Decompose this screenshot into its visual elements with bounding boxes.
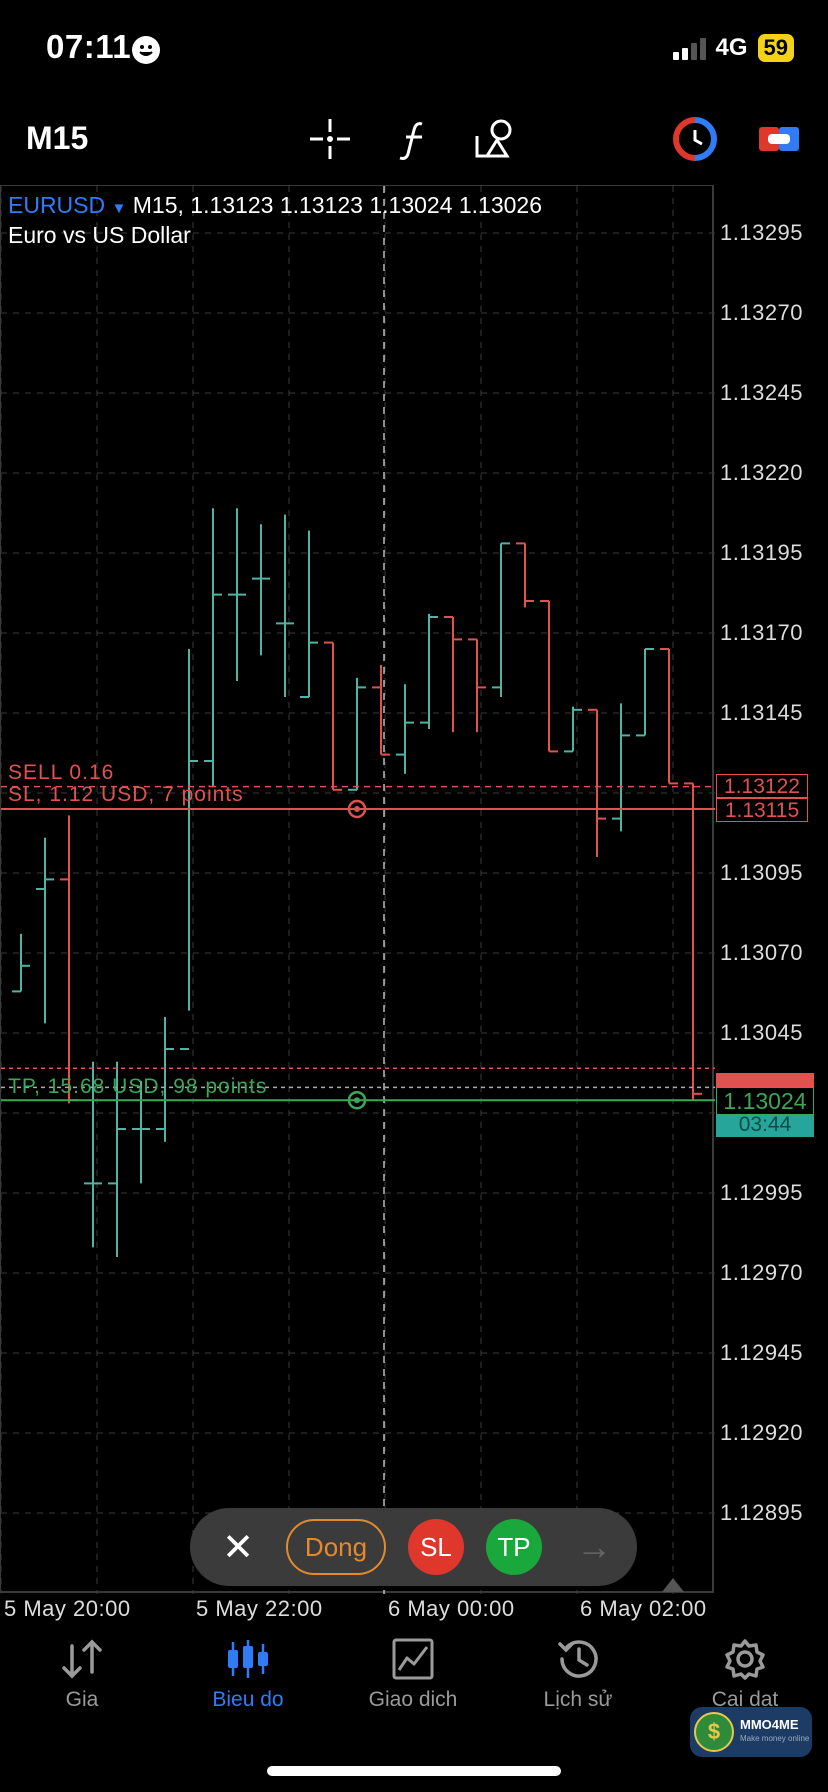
price-tick: 1.13095 bbox=[720, 860, 804, 885]
ask-price-marker bbox=[716, 1073, 814, 1087]
objects-icon[interactable] bbox=[473, 116, 519, 162]
tp-label: TP, 15.68 USD, 98 points bbox=[8, 1075, 268, 1098]
watermark-tagline: Make money online bbox=[740, 1734, 810, 1743]
price-tick: 1.13295 bbox=[720, 220, 804, 245]
tp-drag-handle-dot bbox=[354, 1097, 360, 1104]
tp-button[interactable]: TP bbox=[486, 1519, 542, 1575]
oneclick-trading-icon[interactable] bbox=[672, 116, 718, 162]
tab-bieu-do[interactable]: Bieu do bbox=[178, 1638, 318, 1712]
tp-drag-handle bbox=[347, 1090, 367, 1110]
bid-price-box: 1.13024 bbox=[716, 1087, 814, 1115]
symbol-description: Euro vs US Dollar bbox=[8, 222, 191, 248]
tab-label: Cai dat bbox=[711, 1688, 779, 1711]
tab-label: Giao dich bbox=[368, 1688, 458, 1711]
chart-canvas bbox=[1, 186, 715, 1594]
sl-drag-handle bbox=[347, 799, 367, 819]
price-tick: 1.13270 bbox=[720, 300, 804, 325]
price-tick: 1.13170 bbox=[720, 620, 804, 645]
tab-gia[interactable]: Gia bbox=[12, 1638, 152, 1712]
dong-button[interactable]: Dong bbox=[286, 1519, 386, 1575]
watermark-text: MMO4ME Make money online bbox=[740, 1718, 809, 1746]
trade-panel-icon[interactable] bbox=[756, 116, 802, 162]
arrow-right-icon: → bbox=[576, 1526, 612, 1567]
smiley-icon bbox=[132, 36, 160, 64]
tab-label: Bieu do bbox=[212, 1688, 284, 1711]
price-tick: 1.13145 bbox=[720, 700, 804, 725]
price-tick: 1.12970 bbox=[720, 1260, 804, 1285]
watermark-brand: MMO4ME bbox=[740, 1717, 799, 1732]
chart-icon bbox=[228, 1640, 268, 1678]
order-action-bar: ✕ Dong SL TP → bbox=[190, 1508, 637, 1586]
chart-shift-marker bbox=[662, 1578, 684, 1592]
time-tick: 5 May 20:00 bbox=[4, 1596, 131, 1621]
time-tick: 6 May 00:00 bbox=[388, 1596, 515, 1621]
settings-icon bbox=[725, 1639, 765, 1680]
order-label: SELL 0.16 bbox=[8, 761, 115, 784]
symbol-selector[interactable]: EURUSD bbox=[8, 192, 106, 218]
signal-icon bbox=[672, 36, 706, 60]
sl-drag-handle-dot bbox=[354, 806, 360, 812]
price-tick: 1.13045 bbox=[720, 1020, 804, 1045]
price-tick: 1.12995 bbox=[720, 1180, 804, 1205]
coin-icon: $ bbox=[694, 1712, 734, 1752]
home-indicator[interactable] bbox=[267, 1766, 561, 1776]
tab-label: Gia bbox=[65, 1688, 99, 1711]
price-tick: 1.13070 bbox=[720, 940, 804, 965]
time-tick: 5 May 22:00 bbox=[196, 1596, 323, 1621]
price-tick: 1.12920 bbox=[720, 1420, 804, 1445]
tab-lich-su[interactable]: Lịch sử bbox=[508, 1638, 648, 1712]
symbol-dropdown-icon[interactable]: ▼ bbox=[111, 200, 127, 217]
chart-header: EURUSD ▼ M15, 1.13123 1.13123 1.13024 1.… bbox=[8, 192, 542, 219]
sl-label: SL, 1.12 USD, 7 points bbox=[8, 783, 244, 806]
sl-button[interactable]: SL bbox=[408, 1519, 464, 1575]
status-indicators: 4G 59 bbox=[672, 34, 794, 62]
timeframe-button[interactable]: M15 bbox=[26, 120, 89, 156]
function-icon[interactable] bbox=[392, 116, 438, 162]
price-tick: 1.13245 bbox=[720, 380, 804, 405]
status-time: 07:11 bbox=[46, 28, 132, 65]
next-button[interactable]: → bbox=[566, 1519, 622, 1575]
ohlc-readout: M15, 1.13123 1.13123 1.13024 1.13026 bbox=[132, 192, 543, 218]
sl-price-box: 1.13115 bbox=[716, 798, 808, 822]
watermark-logo: $ MMO4ME Make money online bbox=[690, 1707, 812, 1757]
crosshair-icon[interactable] bbox=[307, 116, 353, 162]
price-chart[interactable] bbox=[0, 185, 715, 1594]
tab-giao-dich[interactable]: Giao dich bbox=[343, 1638, 483, 1712]
quotes-icon bbox=[62, 1639, 102, 1679]
price-tick: 1.13220 bbox=[720, 460, 804, 485]
tab-cai-dat[interactable]: Cai dat bbox=[675, 1638, 815, 1712]
entry-price-box: 1.13122 bbox=[716, 774, 808, 798]
tab-label: Lịch sử bbox=[543, 1688, 613, 1711]
price-tick: 1.12895 bbox=[720, 1500, 804, 1525]
time-tick: 6 May 02:00 bbox=[580, 1596, 707, 1621]
bar-countdown: 03:44 bbox=[716, 1114, 814, 1137]
history-icon bbox=[558, 1640, 598, 1678]
price-tick: 1.12945 bbox=[720, 1340, 804, 1365]
close-icon: ✕ bbox=[222, 1526, 254, 1569]
network-type: 4G bbox=[715, 34, 748, 61]
battery-level: 59 bbox=[757, 34, 794, 62]
close-button[interactable]: ✕ bbox=[210, 1519, 266, 1575]
trade-icon bbox=[392, 1638, 434, 1680]
price-tick: 1.13195 bbox=[720, 540, 804, 565]
